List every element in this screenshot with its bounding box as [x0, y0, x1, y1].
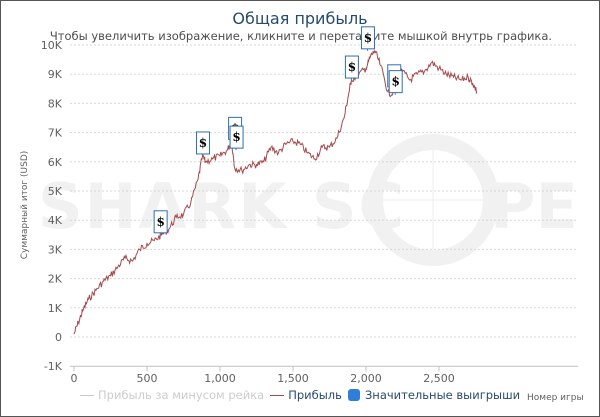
sharkscope-watermark: SHARK SC PE — [38, 134, 578, 266]
svg-text:2,500: 2,500 — [423, 372, 455, 385]
big-win-flags[interactable]: $$$$$$$$ — [153, 26, 403, 235]
svg-text:9K: 9K — [48, 68, 63, 81]
legend-item-profit[interactable]: Прибыль — [270, 388, 342, 402]
svg-text:$: $ — [232, 130, 240, 144]
svg-text:1,000: 1,000 — [204, 372, 236, 385]
svg-text:1K: 1K — [48, 302, 63, 315]
svg-text:8K: 8K — [48, 97, 63, 110]
big-win-flag[interactable]: $ — [153, 210, 168, 235]
legend-item-big-wins[interactable]: Значительные выигрыши — [347, 388, 521, 402]
big-win-flag[interactable]: $ — [360, 26, 375, 51]
big-win-flag[interactable]: $ — [195, 131, 210, 156]
svg-text:3K: 3K — [48, 243, 63, 256]
big-win-flag[interactable]: $ — [344, 55, 359, 81]
big-win-flag[interactable]: $ — [229, 125, 244, 151]
legend-item-rake[interactable]: Прибыль за минусом рейка — [80, 388, 264, 402]
legend-line-icon — [80, 394, 94, 396]
svg-text:7K: 7K — [48, 127, 63, 140]
svg-text:$: $ — [348, 60, 356, 74]
legend-label: Прибыль за минусом рейка — [98, 388, 265, 402]
svg-text:0: 0 — [55, 331, 62, 344]
svg-text:-1K: -1K — [44, 360, 63, 373]
big-win-flag[interactable]: $ — [388, 70, 403, 95]
chart-title: Общая прибыль — [232, 9, 368, 28]
legend-flag-icon — [347, 389, 360, 401]
chart-subtitle: Чтобы увеличить изображение, кликните и … — [49, 29, 553, 43]
svg-text:0: 0 — [71, 372, 78, 385]
legend-label: Значительные выигрыши — [364, 388, 521, 402]
svg-text:SHARK SC: SHARK SC — [38, 170, 406, 243]
svg-text:6K: 6K — [48, 156, 63, 169]
svg-text:10K: 10K — [41, 39, 63, 52]
x-axis-ticks: 0 500 1,000 1,500 2,000 2,500 — [71, 366, 455, 385]
grid-lines — [70, 44, 578, 367]
x-axis-title: Номер игры — [527, 393, 584, 403]
svg-text:$: $ — [199, 136, 207, 150]
svg-text:2K: 2K — [48, 273, 63, 286]
svg-text:$: $ — [156, 215, 164, 229]
y-axis-title: Суммарный итог (USD) — [20, 150, 30, 260]
svg-text:5K: 5K — [48, 185, 63, 198]
svg-text:2,000: 2,000 — [350, 372, 382, 385]
svg-text:$: $ — [392, 75, 400, 89]
y-axis-ticks: 10K 9K 8K 7K 6K 5K 4K 3K 2K 1K 0 -1K — [41, 39, 63, 373]
legend-line-icon — [270, 394, 285, 396]
legend-label: Прибыль — [288, 388, 342, 402]
svg-text:500: 500 — [137, 372, 158, 385]
svg-text:1,500: 1,500 — [277, 372, 309, 385]
svg-text:4K: 4K — [48, 214, 63, 227]
svg-text:PE: PE — [490, 170, 578, 243]
legend: Прибыль за минусом рейка Прибыль Значите… — [80, 388, 526, 402]
profit-line[interactable] — [73, 49, 478, 335]
svg-text:$: $ — [364, 31, 372, 45]
